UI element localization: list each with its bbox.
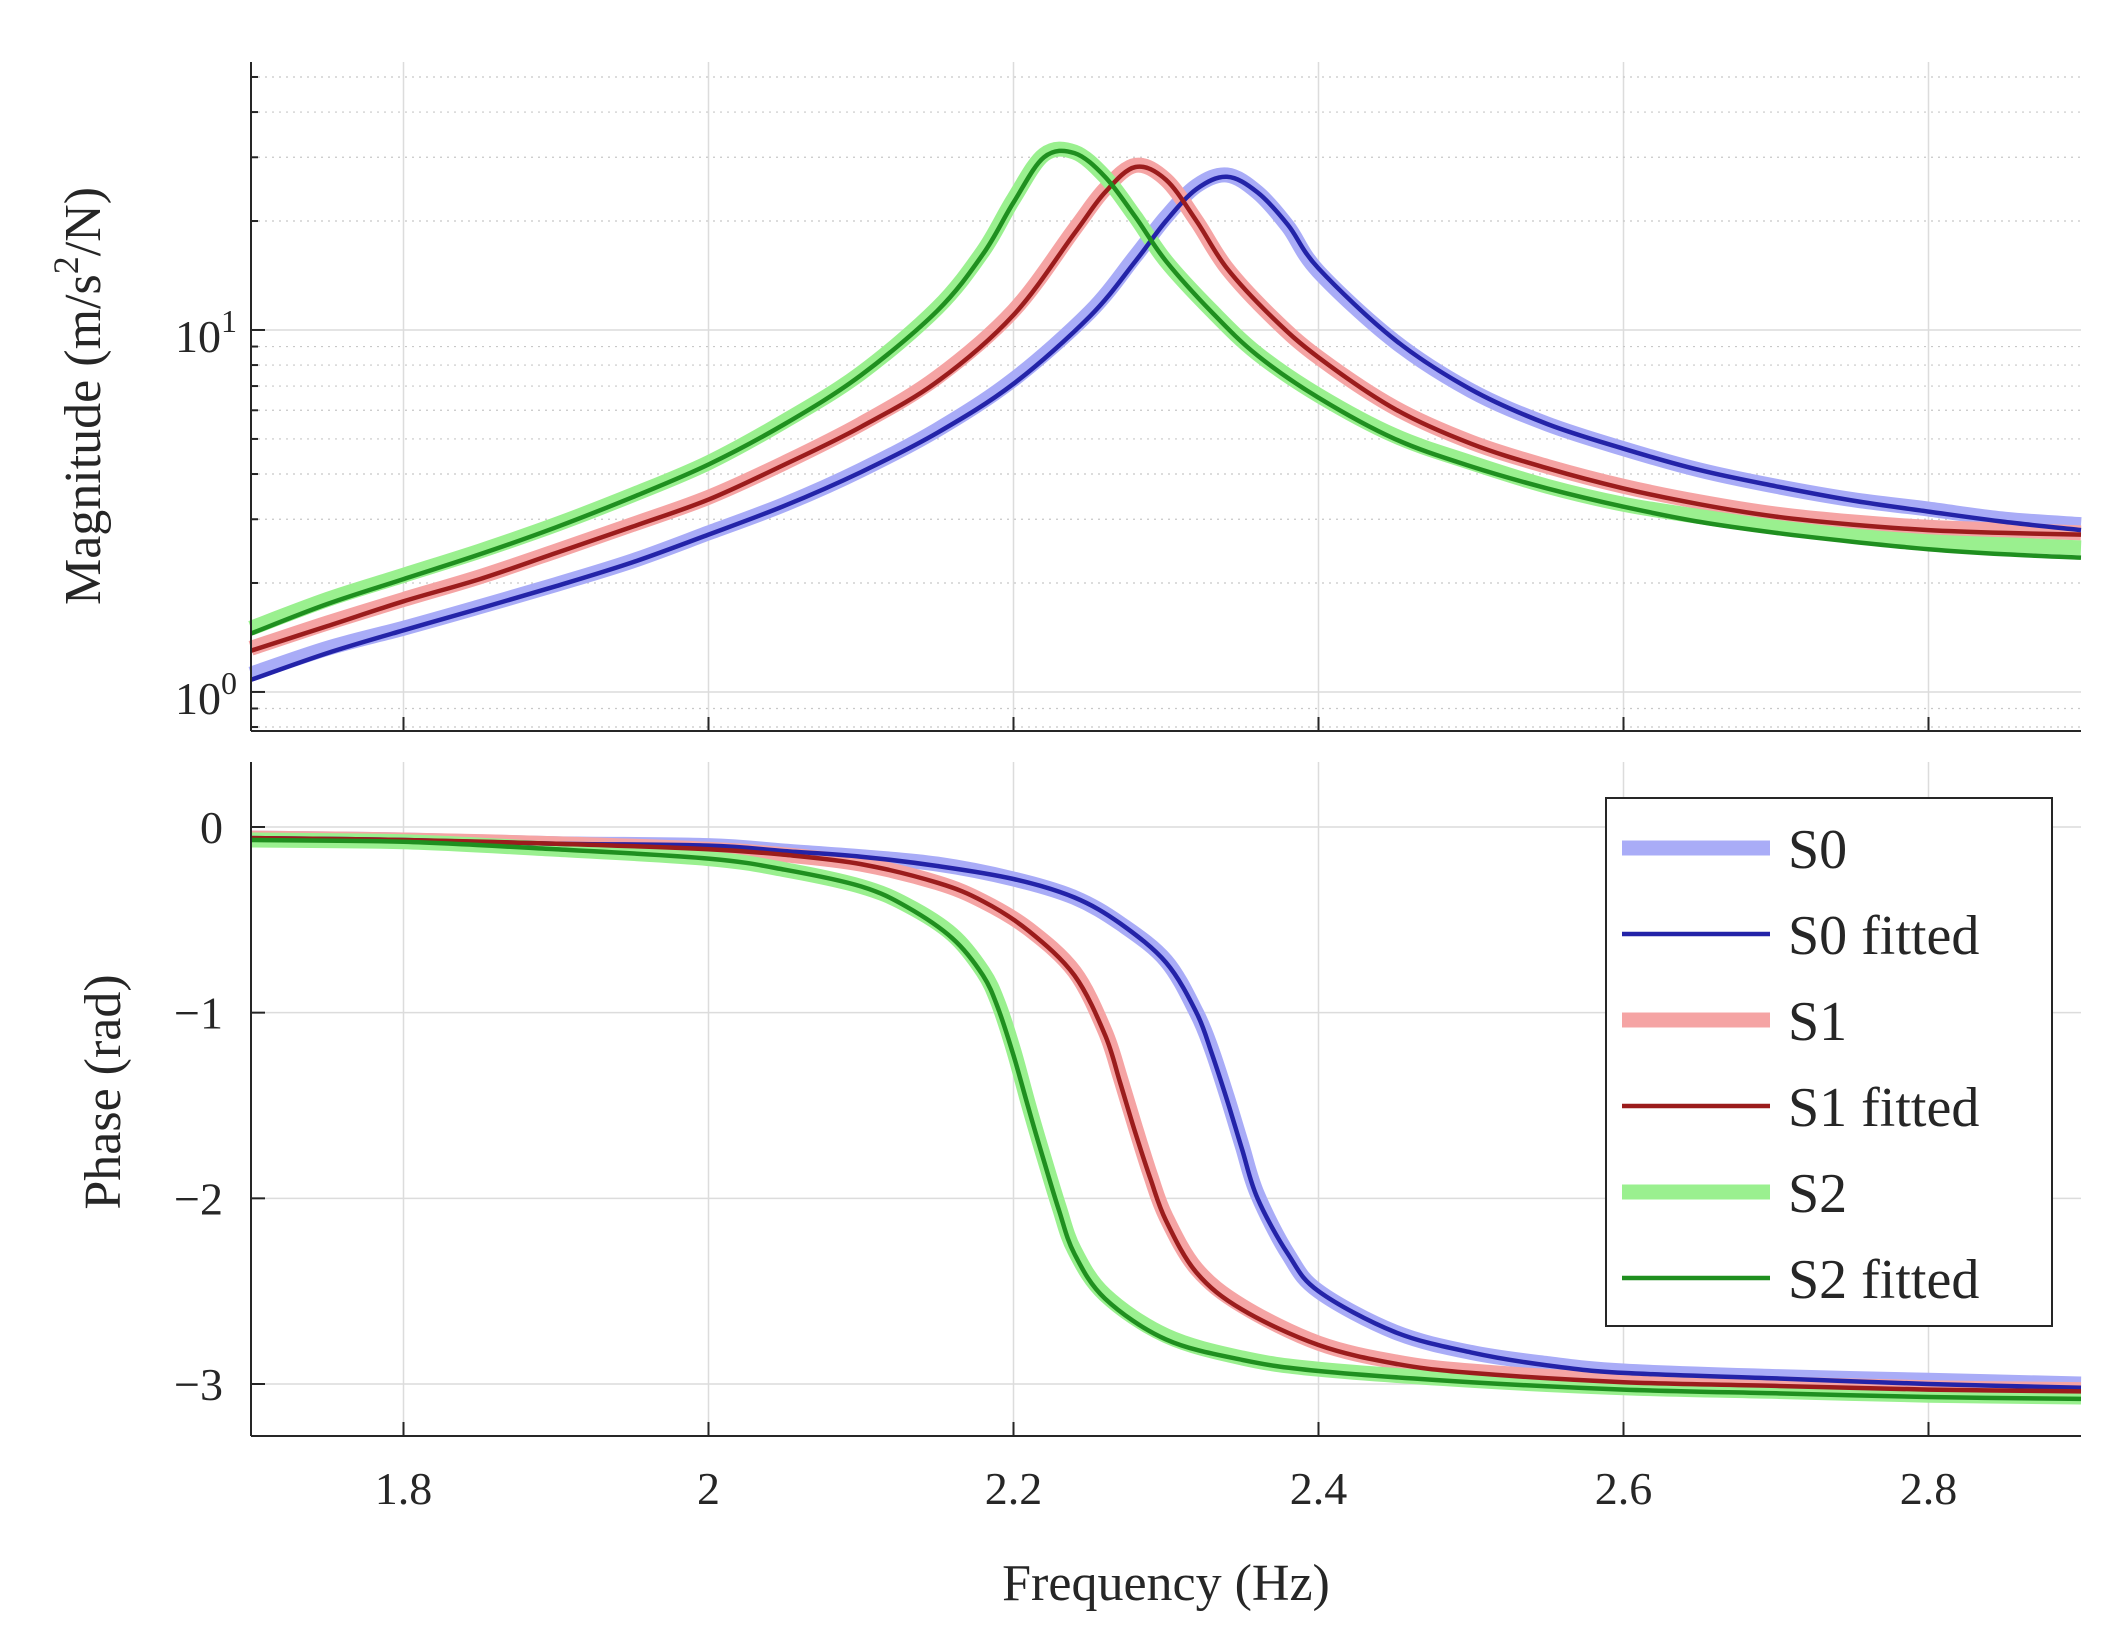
phase-y-axis-label: Phase (rad)	[75, 974, 132, 1209]
legend-label: S1 fitted	[1788, 1077, 1979, 1139]
magnitude-y-tick-exponent: 1	[221, 303, 237, 339]
magnitude-grid	[251, 62, 2081, 731]
magnitude-y-tick-base: 10	[175, 673, 221, 724]
x-tick-label: 2	[697, 1463, 720, 1514]
magnitude-y-tick-base: 10	[175, 311, 221, 362]
legend: S0 S0 fitted S1 S1 fitted S2 S2 fitted	[1605, 797, 2053, 1327]
phase-series-s2-fitted	[250, 837, 2082, 1402]
x-tick-label: 2.8	[1900, 1463, 1958, 1514]
magnitude-series-s0-fitted	[250, 174, 2082, 682]
legend-item-s1: S1	[1622, 991, 1847, 1053]
magnitude-y-tick-exponent: 0	[221, 665, 237, 701]
legend-label: S2	[1788, 1163, 1847, 1225]
phase-series	[250, 830, 2082, 1405]
legend-item-s2: S2	[1622, 1163, 1847, 1225]
magnitude-y-axis-label: Magnitude (m/s2/N)	[46, 187, 112, 605]
legend-label: S0 fitted	[1788, 905, 1979, 967]
magnitude-series-s2-fitted	[250, 148, 2082, 636]
magnitude-plot-area	[251, 62, 2081, 731]
phase-y-tick-label: −3	[174, 1359, 223, 1410]
phase-y-tick-label: −2	[174, 1173, 223, 1224]
legend-label: S2 fitted	[1788, 1249, 1979, 1311]
magnitude-series-s1-fitted	[250, 164, 2082, 653]
phase-series-s0-fitted	[250, 835, 2082, 1390]
x-tick-label: 1.8	[375, 1463, 433, 1514]
x-tick-label: 2.6	[1595, 1463, 1653, 1514]
phase-axes: 1.8 2 2.2 2.4 2.6 2.8 0 −1 −2 −3	[174, 762, 2081, 1514]
legend-box	[1605, 797, 2053, 1327]
legend-item-s0: S0	[1622, 819, 1847, 881]
x-tick-label: 2.2	[985, 1463, 1043, 1514]
x-axis-label: Frequency (Hz)	[1002, 1555, 1330, 1612]
legend-item-s2-fitted: S2 fitted	[1622, 1249, 1979, 1311]
legend-item-s0-fitted: S0 fitted	[1622, 905, 1979, 967]
legend-label: S1	[1788, 991, 1847, 1053]
magnitude-series	[248, 141, 2082, 682]
magnitude-y-tick-label: 100	[175, 665, 237, 724]
x-tick-label: 2.4	[1290, 1463, 1348, 1514]
legend-item-s1-fitted: S1 fitted	[1622, 1077, 1979, 1139]
legend-label: S0	[1788, 819, 1847, 881]
phase-y-tick-label: 0	[200, 802, 223, 853]
magnitude-y-tick-label: 101	[175, 303, 237, 362]
phase-y-tick-label: −1	[174, 988, 223, 1039]
phase-series-s1-fitted	[250, 835, 2082, 1394]
